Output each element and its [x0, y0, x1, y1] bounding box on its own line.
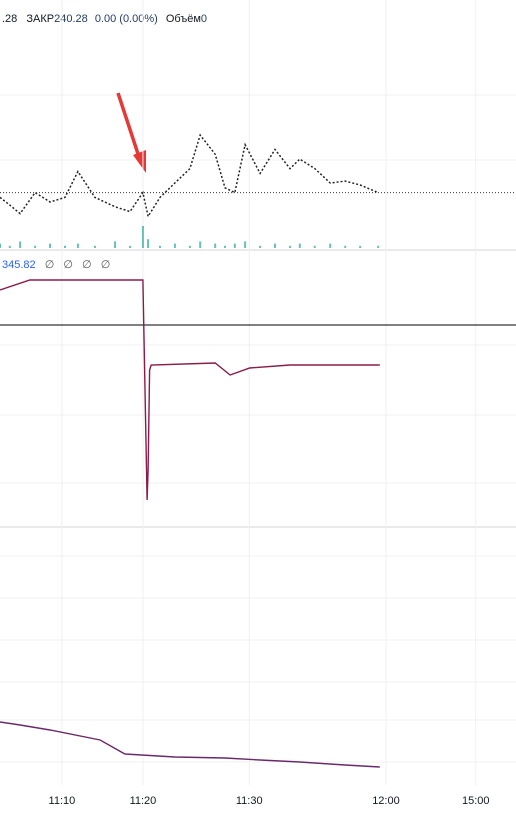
x-tick-label: 11:30	[236, 795, 263, 807]
legend-change: 0.00 (0.00%)	[95, 13, 158, 25]
volume-bar	[19, 241, 22, 248]
pane-grid	[0, 94, 516, 763]
legend-volume-label: Объём	[166, 13, 201, 25]
legend-close-label: ЗАКР	[26, 13, 54, 25]
series-line	[0, 279, 380, 501]
volume-bar	[8, 245, 11, 248]
volume-bar	[259, 245, 262, 248]
volume-bar	[64, 245, 67, 248]
legend-volume: 0	[201, 13, 207, 25]
x-tick-label: 15:00	[462, 795, 490, 807]
legend-na: ∅	[45, 259, 55, 271]
volume-bar	[298, 243, 301, 248]
legend-value: 345.82	[2, 259, 36, 271]
volume-bar	[233, 243, 236, 248]
legend-na: ∅	[82, 259, 92, 271]
volume-bar	[359, 245, 362, 248]
legend: .28 ЗАКР240.28 0.00 (0.00%) Объём0	[2, 13, 207, 25]
arrow-annotation	[116, 92, 146, 173]
legend-close: 240.28	[54, 13, 88, 25]
volume-bar	[93, 245, 96, 248]
volume-bar	[377, 245, 380, 248]
legend-na: ∅	[101, 259, 111, 271]
volume-bar	[158, 245, 161, 248]
volume-bar	[288, 245, 291, 248]
legend-prefix: .28	[2, 13, 17, 25]
x-tick-label: 11:10	[49, 795, 76, 807]
legend: 345.82 ∅ ∅ ∅ ∅	[2, 259, 110, 271]
volume-bar	[188, 245, 191, 248]
volume-bar	[344, 245, 347, 248]
volume-bar	[214, 243, 217, 248]
volume-bar	[313, 245, 316, 248]
volume-bar	[114, 241, 117, 248]
series-line	[0, 721, 380, 768]
volume-bar	[34, 245, 37, 248]
volume-bar	[199, 241, 202, 248]
volume-bar	[0, 243, 1, 248]
volume-bar	[76, 243, 79, 248]
volume-bar	[147, 239, 150, 248]
legend-na: ∅	[63, 259, 73, 271]
x-tick-label: 12:00	[372, 795, 400, 807]
volume-bar	[329, 243, 332, 248]
volume-bar	[141, 226, 144, 248]
volume-bar	[274, 243, 277, 248]
volume-bar	[129, 245, 132, 248]
volume-bar	[173, 243, 176, 248]
volume-bar	[49, 243, 52, 248]
x-tick-label: 11:20	[130, 795, 157, 807]
volume-bar	[223, 245, 226, 248]
volume-bar	[244, 241, 247, 248]
series-line	[0, 133, 379, 219]
